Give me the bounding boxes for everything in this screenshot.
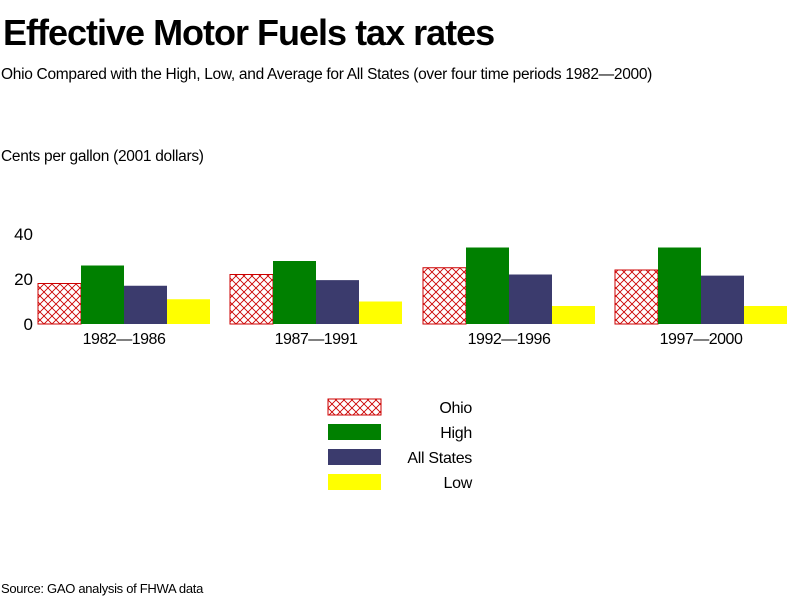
y-tick-label: 20: [14, 270, 33, 289]
bar-low-3: [744, 306, 787, 324]
bar-high-1: [273, 261, 316, 324]
bar-all-states-0: [124, 285, 167, 324]
chart-subtitle: Ohio Compared with the High, Low, and Av…: [1, 66, 653, 83]
legend-swatch-low: [328, 474, 381, 490]
legend-swatch-all-states: [328, 449, 381, 465]
bar-high-3: [658, 247, 701, 324]
bar-all-states-1: [316, 280, 359, 324]
bar-low-2: [552, 306, 595, 324]
bar-high-2: [466, 247, 509, 324]
category-label: 1987—1991: [275, 331, 358, 348]
legend-label: All States: [407, 450, 472, 467]
y-axis-label: Cents per gallon (2001 dollars): [1, 148, 204, 165]
bar-all-states-3: [701, 275, 744, 324]
bar-ohio-1: [229, 274, 274, 325]
legend-swatch-ohio: [327, 398, 382, 416]
y-tick-label: 0: [24, 315, 33, 334]
legend-swatch-high: [328, 424, 381, 440]
bar-high-0: [81, 265, 124, 324]
y-tick-label: 40: [14, 225, 33, 244]
category-label: 1997—2000: [660, 331, 743, 348]
bar-all-states-2: [509, 274, 552, 324]
legend-label: Low: [444, 475, 473, 492]
category-label: 1992—1996: [468, 331, 551, 348]
bar-low-1: [359, 301, 402, 324]
category-label: 1982—1986: [83, 331, 166, 348]
source-note: Source: GAO analysis of FHWA data: [1, 581, 204, 596]
bar-low-0: [167, 299, 210, 324]
legend-label: High: [440, 425, 472, 442]
bar-ohio-3: [614, 269, 659, 325]
chart-title: Effective Motor Fuels tax rates: [3, 12, 495, 53]
bar-ohio-2: [422, 267, 467, 325]
bar-ohio-0: [37, 283, 82, 325]
legend-label: Ohio: [439, 400, 472, 417]
